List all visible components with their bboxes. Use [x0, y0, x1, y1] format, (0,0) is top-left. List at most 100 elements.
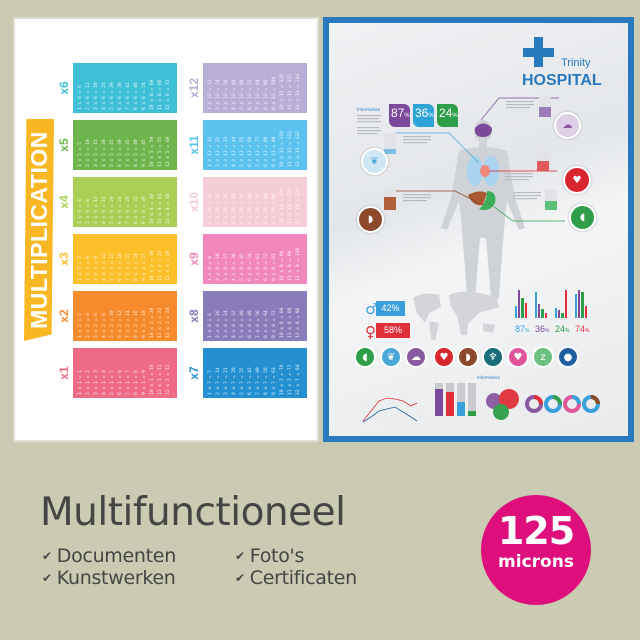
lungs-circle-icon: ❦	[361, 148, 388, 175]
table-row: 7 x 6 = 42	[126, 81, 131, 110]
mini-grid-charts	[384, 96, 557, 210]
times-table-card: 1 x 10 = 10 2 x 10 = 20 3 x 10 = 30 4 x 10 …	[203, 176, 307, 227]
table-row: 8 x 1 = 8	[134, 369, 139, 395]
table-row: 4 x 5 = 20	[102, 138, 107, 167]
table-row: 8 x 11 = 88	[264, 136, 269, 167]
table-row: 2 x 4 = 8	[86, 198, 91, 224]
table-row: 9 x 6 = 54	[142, 81, 147, 110]
feature-item: ✔ Certificaten	[235, 567, 357, 589]
table-row: 6 x 4 = 24	[118, 195, 123, 224]
table-row: 3 x 3 = 9	[94, 255, 99, 281]
table-row: 2 x 9 = 18	[216, 252, 221, 281]
table-row: 1 x 8 = 8	[208, 312, 213, 338]
table-row: 1 x 12 = 12	[208, 79, 213, 110]
table-row: 5 x 5 = 25	[110, 138, 115, 167]
stomach-icon: ◖	[354, 346, 376, 368]
bar	[521, 298, 524, 318]
table-row: 9 x 8 = 72	[272, 309, 277, 338]
table-label: x9	[187, 251, 201, 266]
table-row: 7 x 1 = 7	[126, 369, 131, 395]
times-table-card: 1 x 11 = 11 2 x 11 = 22 3 x 11 = 33 4 x 11 …	[203, 119, 307, 170]
table-label: x2	[57, 308, 71, 323]
table-row: 9 x 11 = 99	[272, 136, 277, 167]
table-row: 6 x 10 = 60	[248, 193, 253, 224]
table-row: 10 x 10 = 100	[280, 187, 285, 224]
stat-unit: %	[428, 113, 434, 119]
table-label: x3	[57, 251, 71, 266]
stat-value: 36	[415, 106, 429, 120]
table-row: 7 x 11 = 77	[256, 136, 261, 167]
table-row: 8 x 2 = 16	[134, 309, 139, 338]
table-row: 10 x 2 = 20	[150, 307, 155, 338]
table-row: 9 x 9 = 81	[272, 252, 277, 281]
table-row: 4 x 11 = 44	[232, 136, 237, 167]
table-label: x12	[187, 77, 201, 98]
table-row: 6 x 3 = 18	[118, 252, 123, 281]
table-row: 9 x 3 = 27	[142, 252, 147, 281]
table-row: 3 x 9 = 27	[224, 252, 229, 281]
male-icon: ♂	[365, 300, 379, 318]
value: 24	[555, 324, 566, 334]
table-row: 5 x 7 = 35	[240, 366, 245, 395]
table-label: x11	[187, 134, 201, 155]
table-row: 5 x 1 = 5	[110, 369, 115, 395]
medical-cross-icon	[523, 37, 554, 67]
bar-group-percent: 74%	[575, 324, 589, 334]
table-row: 1 x 4 = 4	[78, 198, 83, 224]
table-row: 3 x 1 = 3	[94, 369, 99, 395]
bar	[558, 310, 561, 318]
check-icon: ✔	[235, 571, 245, 585]
table-row: 11 x 9 = 99	[288, 250, 293, 281]
table-row: 9 x 1 = 9	[142, 369, 147, 395]
table-row: 6 x 1 = 6	[118, 369, 123, 395]
bar	[575, 294, 578, 318]
apple-icon: ●	[557, 346, 579, 368]
table-row: 7 x 8 = 56	[256, 309, 261, 338]
table-row: 2 x 10 = 20	[216, 193, 221, 224]
bar	[544, 313, 547, 318]
table-row: 9 x 12 = 108	[272, 76, 277, 110]
table-row: 10 x 5 = 50	[150, 136, 155, 167]
table-row: 7 x 4 = 28	[126, 195, 131, 224]
table-row: 3 x 12 = 36	[224, 79, 229, 110]
bar	[538, 304, 541, 318]
unit: %	[525, 328, 530, 334]
table-row: 12 x 2 = 24	[166, 307, 171, 338]
table-row: 4 x 3 = 12	[102, 252, 107, 281]
bar	[524, 303, 527, 318]
table-row: 6 x 12 = 72	[248, 79, 253, 110]
table-row: 4 x 8 = 32	[232, 309, 237, 338]
table-label: x10	[187, 191, 201, 212]
table-row: 11 x 1 = 11	[158, 364, 163, 395]
table-row: 2 x 3 = 6	[86, 255, 91, 281]
table-row: 2 x 1 = 2	[86, 369, 91, 395]
bar	[584, 306, 587, 318]
female-icon: ♀	[365, 323, 376, 341]
table-row: 11 x 3 = 33	[158, 250, 163, 281]
table-row: 3 x 11 = 33	[224, 136, 229, 167]
table-row: 10 x 4 = 40	[150, 193, 155, 224]
table-row: 4 x 12 = 48	[232, 79, 237, 110]
table-row: 4 x 2 = 8	[102, 312, 107, 338]
unit: %	[585, 328, 590, 334]
table-row: 3 x 2 = 6	[94, 312, 99, 338]
stat-unit: %	[404, 113, 410, 119]
unit: %	[545, 328, 550, 334]
table-row: 6 x 2 = 12	[118, 309, 123, 338]
table-row: 8 x 7 = 56	[264, 366, 269, 395]
table-row: 8 x 4 = 32	[134, 195, 139, 224]
table-row: 4 x 10 = 40	[232, 193, 237, 224]
table-row: 3 x 4 = 12	[94, 195, 99, 224]
liver-highlight	[468, 191, 487, 206]
feature-item: ✔ Foto's	[235, 545, 305, 567]
microns-badge: 125 microns	[481, 495, 591, 605]
info-heading-2: Information	[477, 375, 501, 380]
table-row: 10 x 8 = 80	[280, 307, 285, 338]
liver-icon: ◗	[457, 346, 479, 368]
